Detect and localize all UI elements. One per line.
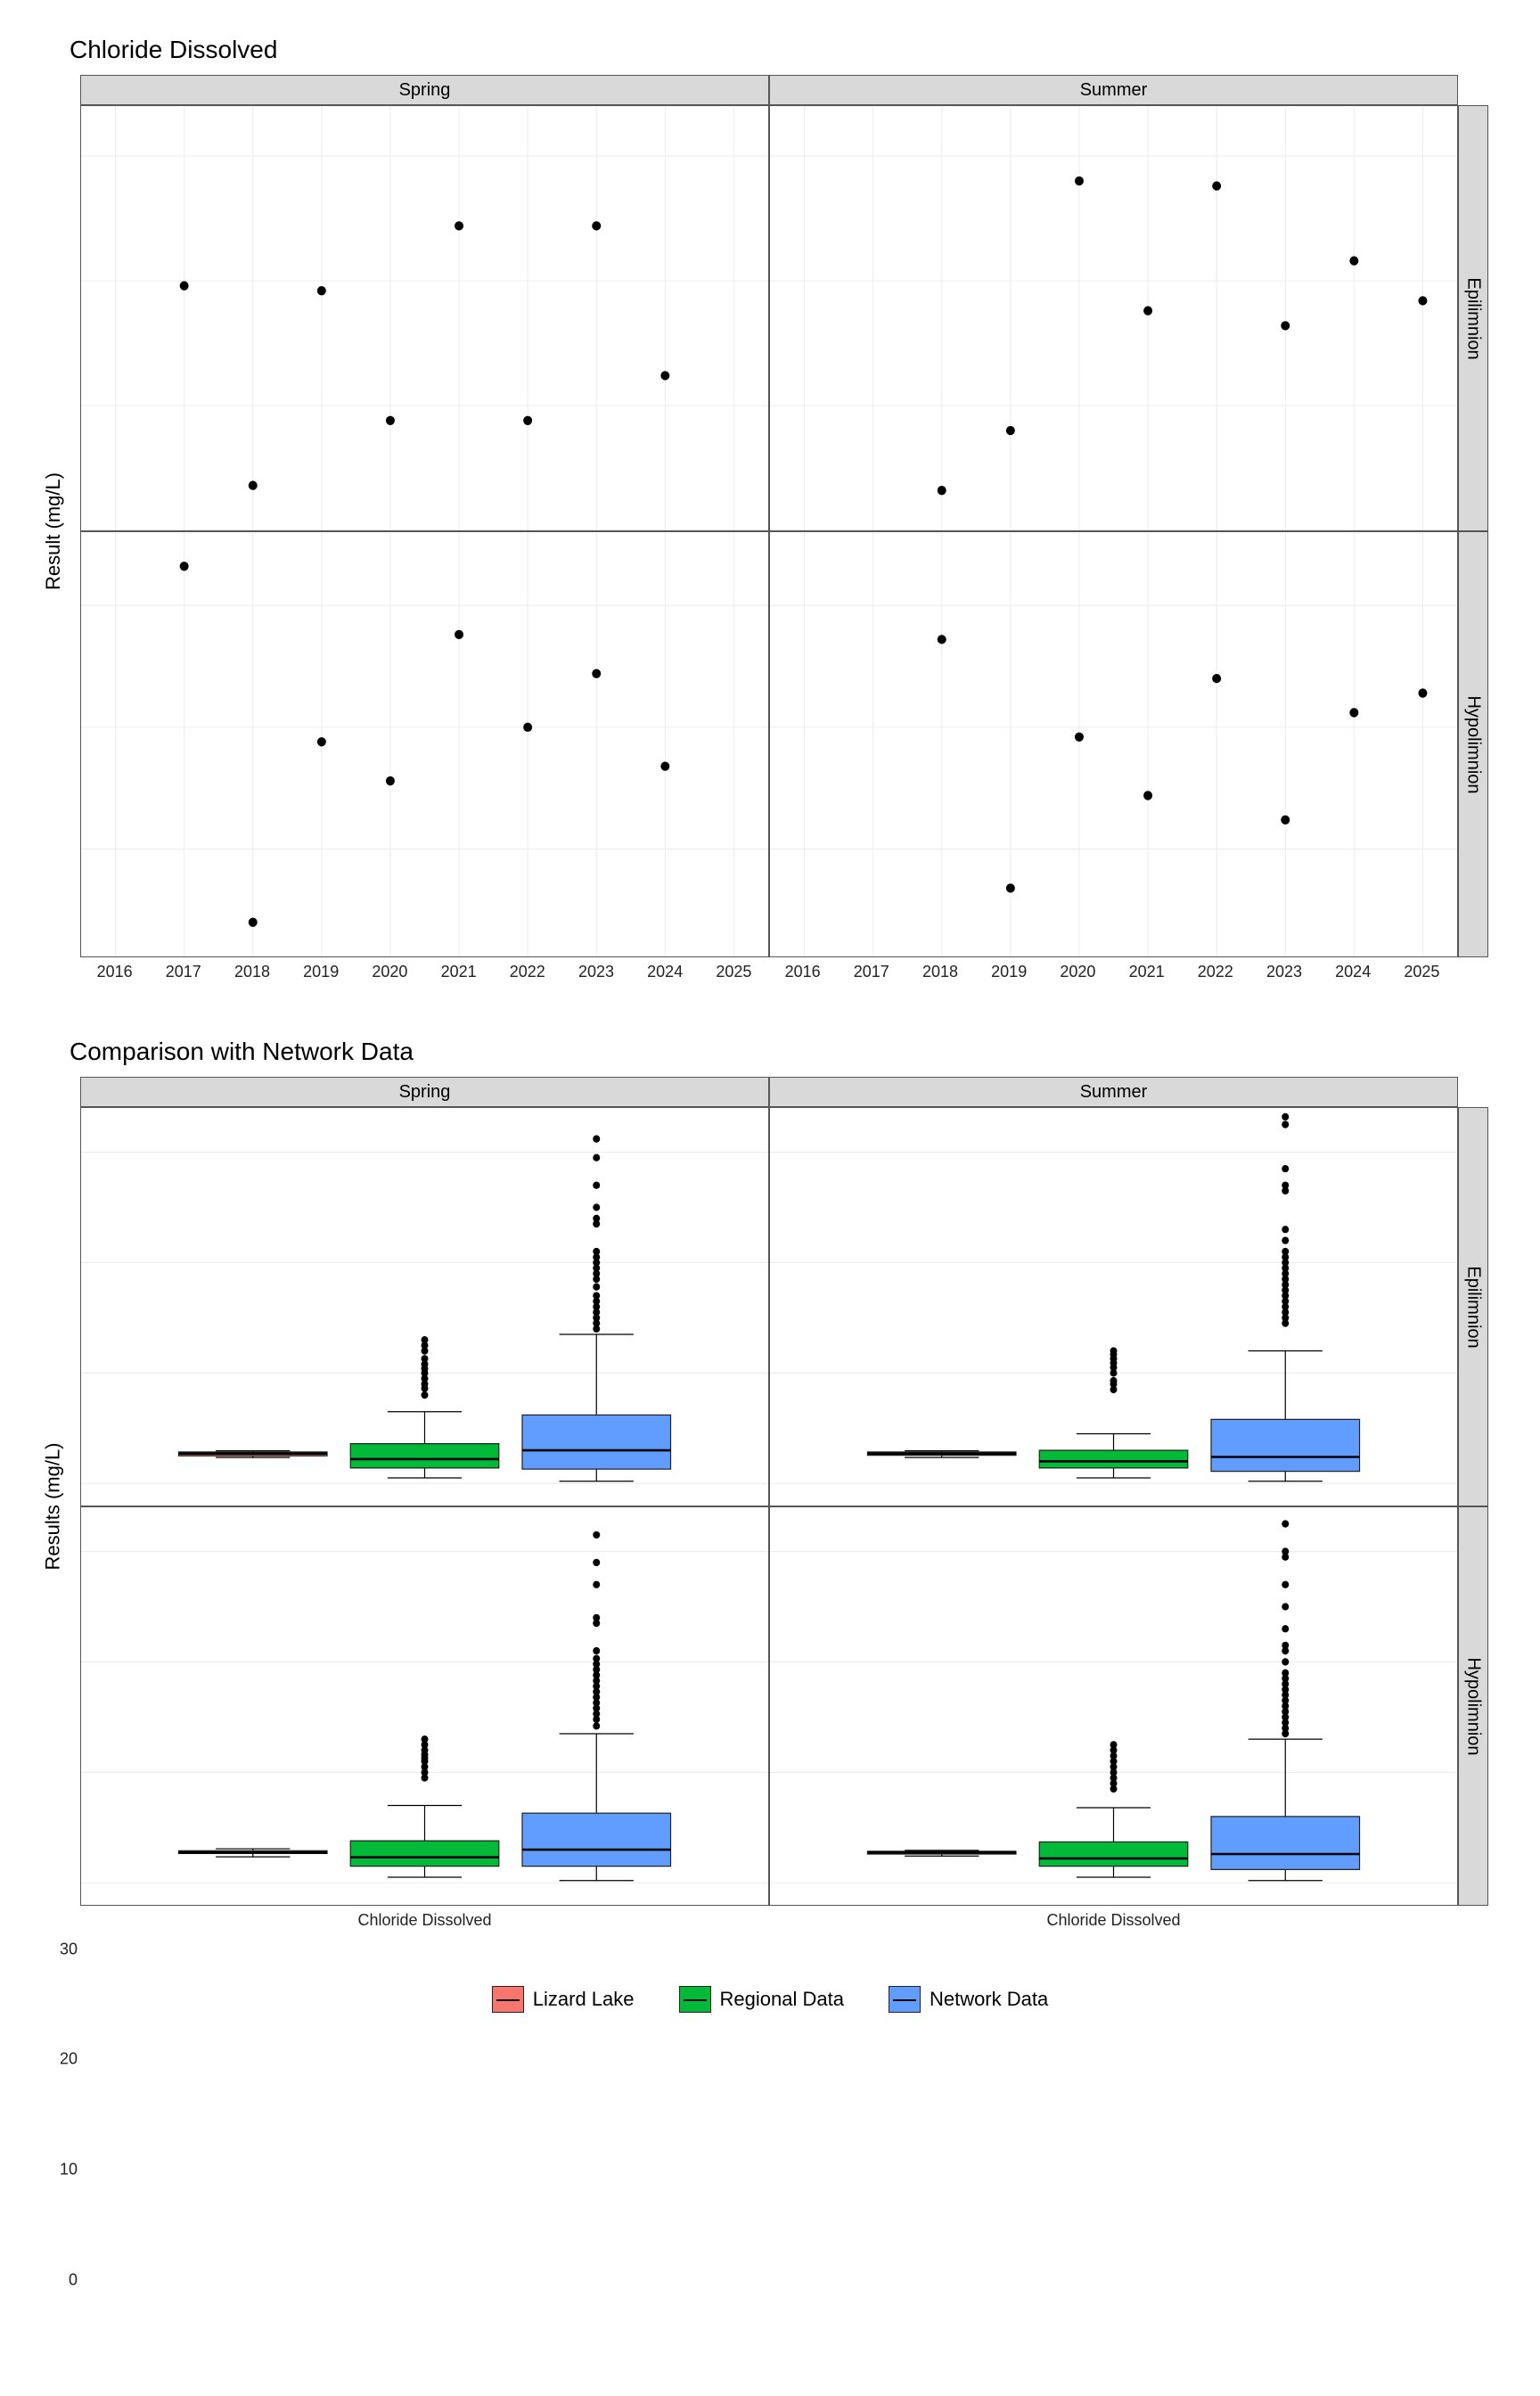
chart1-xaxis: 2016201720182019202020212022202320242025… (80, 957, 1458, 984)
chart2-xaxis-labels (80, 1911, 1458, 1932)
col-strip-spring-2: Spring (80, 1077, 769, 1107)
chart1-ylabel-cell: Result (mg/L) (27, 105, 80, 957)
legend: Lizard Lake Regional Data Network Data (27, 1986, 1513, 2013)
chart2-ylabel: Results (mg/L) (42, 1442, 65, 1570)
col-strip-spring: Spring (80, 75, 769, 105)
boxpanel-summer-epilimnion (769, 1107, 1458, 1506)
chart2-ylabel-cell: Results (mg/L) (27, 1107, 80, 1906)
legend-item: Regional Data (679, 1986, 844, 2013)
row-strip-hypolimnion: Hypolimnion (1458, 531, 1488, 957)
chart2-facet-grid: Results (mg/L) Spring Summer Epilimnion … (27, 1077, 1488, 1932)
legend-label: Lizard Lake (533, 1988, 635, 2011)
boxpanel-summer-hypolimnion: Chloride Dissolved (769, 1506, 1458, 1906)
chart1-title: Chloride Dissolved (70, 36, 1513, 64)
col-strip-summer-2: Summer (769, 1077, 1458, 1107)
chart2-title: Comparison with Network Data (70, 1038, 1513, 1066)
legend-item: Network Data (889, 1986, 1048, 2013)
legend-swatch (492, 1986, 524, 2013)
panel-summer-hypolimnion (769, 531, 1458, 957)
legend-swatch (679, 1986, 711, 2013)
legend-label: Network Data (930, 1988, 1048, 2011)
chart1-facet-grid: Result (mg/L) Spring Summer Epilimnion H… (27, 75, 1488, 984)
legend-swatch (889, 1986, 921, 2013)
boxpanel-spring-epilimnion: 0102030 (80, 1107, 769, 1506)
boxplot-facet-chart: Comparison with Network Data Results (mg… (27, 1038, 1513, 1932)
col-strip-summer: Summer (769, 75, 1458, 105)
panel-spring-epilimnion: 2.502.753.00 (80, 105, 769, 531)
boxpanel-spring-hypolimnion: 0102030Chloride Dissolved (80, 1506, 769, 1906)
scatter-facet-chart: Chloride Dissolved Result (mg/L) Spring … (27, 36, 1513, 984)
row-strip-epilimnion: Epilimnion (1458, 105, 1488, 531)
chart2-xaxis (80, 1906, 1458, 1932)
panel-summer-epilimnion (769, 105, 1458, 531)
legend-label: Regional Data (720, 1988, 844, 2011)
chart1-xaxis-labels: 2016201720182019202020212022202320242025… (80, 963, 1458, 984)
chart1-ylabel: Result (mg/L) (42, 472, 65, 590)
row-strip-epilimnion-2: Epilimnion (1458, 1107, 1488, 1506)
row-strip-hypolimnion-2: Hypolimnion (1458, 1506, 1488, 1906)
legend-item: Lizard Lake (492, 1986, 635, 2013)
panel-spring-hypolimnion: 2.502.753.00 (80, 531, 769, 957)
